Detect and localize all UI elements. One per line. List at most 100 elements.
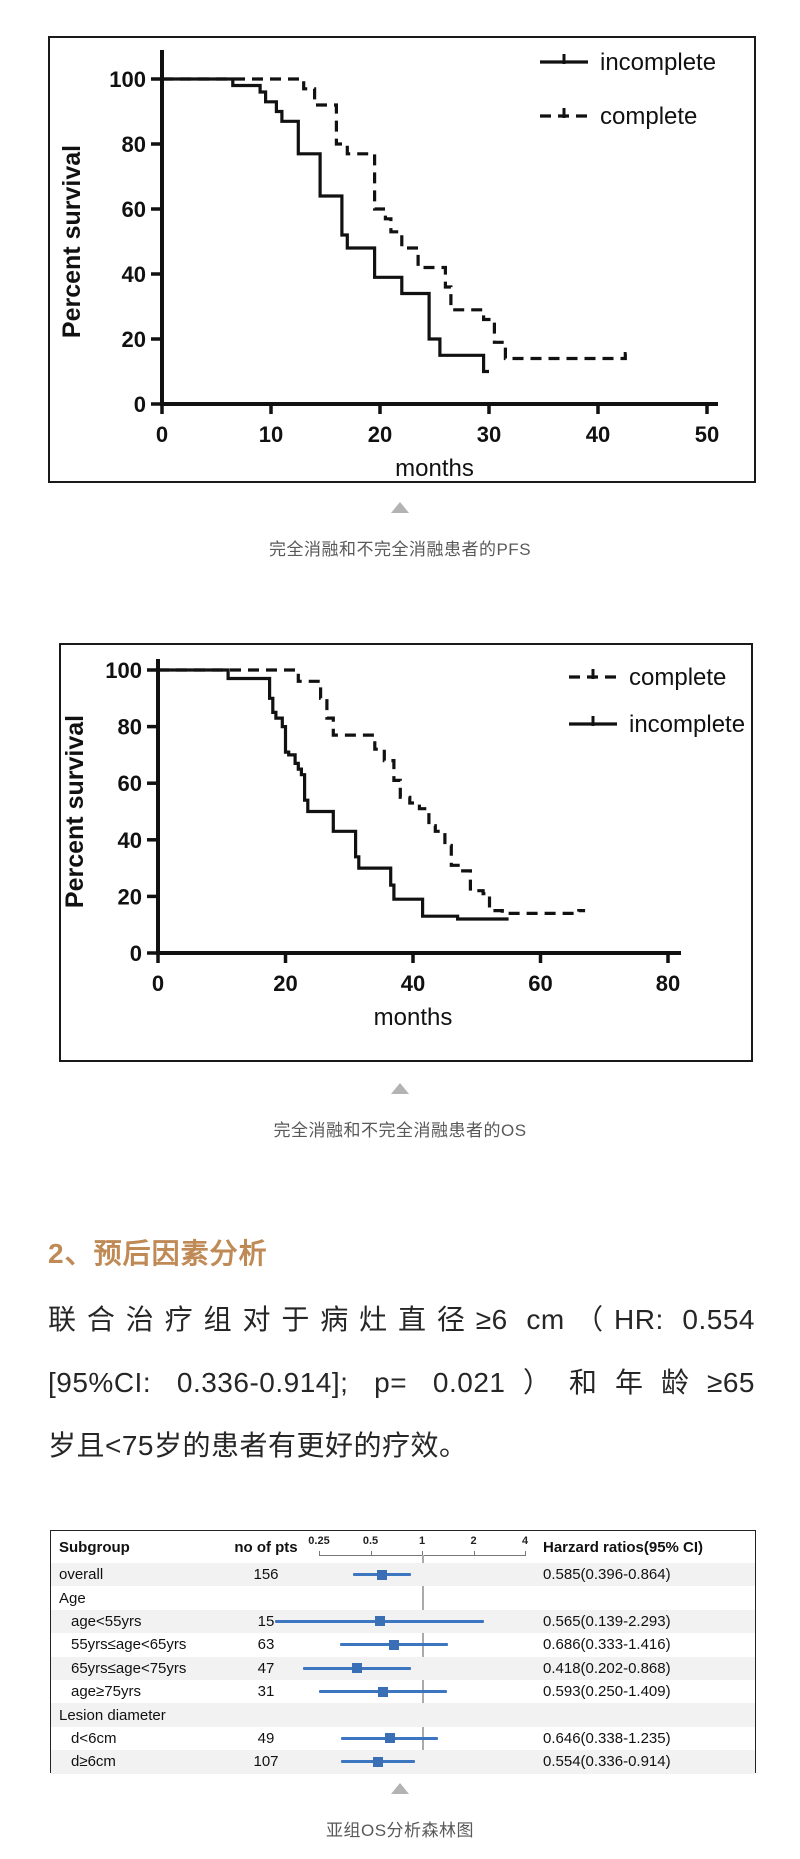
svg-text:0: 0 bbox=[152, 971, 164, 996]
svg-text:100: 100 bbox=[109, 67, 146, 92]
pfs-km-svg: 0 10 20 30 40 50 0 20 40 60 80 100 months Percent sur… bbox=[58, 49, 719, 481]
forest-row-n: 63 bbox=[257, 1636, 275, 1654]
triangle-up-icon bbox=[391, 1783, 409, 1794]
section-heading: 2、预后因素分析 bbox=[48, 1238, 268, 1269]
forest-row: 55yrs≤age<65yrs 63 0.686(0.333-1.416) bbox=[51, 1633, 755, 1656]
forest-row-label: d<6cm bbox=[71, 1729, 117, 1747]
svg-text:80: 80 bbox=[118, 715, 142, 740]
svg-text:30: 30 bbox=[477, 422, 501, 447]
forest-row-label: age≥75yrs bbox=[71, 1683, 141, 1701]
hazard-ratio-marker bbox=[388, 1639, 399, 1650]
pfs-km-chart: 0 10 20 30 40 50 0 20 40 60 80 100 months Percent sur… bbox=[48, 36, 756, 483]
svg-text:0: 0 bbox=[130, 941, 142, 966]
os-km-chart: 0 20 40 60 80 0 20 40 60 80 100 months Percent survi… bbox=[59, 643, 753, 1062]
forest-row-hr-text: 0.593(0.250-1.409) bbox=[543, 1683, 671, 1701]
forest-axis-tick-label: 2 bbox=[470, 1535, 477, 1547]
svg-text:20: 20 bbox=[118, 884, 142, 909]
svg-text:months: months bbox=[395, 455, 474, 481]
hazard-ratio-marker bbox=[378, 1686, 389, 1697]
svg-text:incomplete: incomplete bbox=[629, 711, 745, 738]
forest-axis-tick bbox=[319, 1551, 320, 1556]
forest-row: age<55yrs 15 0.565(0.139-2.293) bbox=[51, 1609, 755, 1634]
forest-row-hr-text: 0.554(0.336-0.914) bbox=[543, 1753, 671, 1771]
hazard-ratio-marker bbox=[374, 1616, 385, 1627]
svg-text:40: 40 bbox=[118, 828, 142, 853]
forest-caption: 亚组OS分析森林图 bbox=[325, 1821, 475, 1840]
svg-text:Percent survival: Percent survival bbox=[58, 145, 86, 338]
svg-text:40: 40 bbox=[401, 971, 425, 996]
hazard-ratio-marker bbox=[384, 1733, 395, 1744]
svg-text:10: 10 bbox=[259, 422, 283, 447]
pfs-caption: 完全消融和不完全消融患者的PFS bbox=[268, 540, 532, 559]
forest-axis-tick-label: 4 bbox=[521, 1535, 529, 1547]
forest-row-label: age<55yrs bbox=[71, 1612, 142, 1630]
svg-text:50: 50 bbox=[695, 422, 719, 447]
forest-row-n: 15 bbox=[257, 1612, 275, 1630]
forest-axis-tick bbox=[422, 1551, 423, 1556]
paragraph-line-3: 岁且<75岁的患者有更好的疗效。 bbox=[48, 1430, 468, 1461]
svg-text:60: 60 bbox=[528, 971, 552, 996]
svg-text:20: 20 bbox=[122, 327, 146, 352]
forest-header-row: Subgroup no of pts Harzard ratios(95% CI) 0… bbox=[51, 1531, 755, 1563]
col-subgroup: Subgroup bbox=[59, 1538, 130, 1556]
svg-text:40: 40 bbox=[586, 422, 610, 447]
svg-text:40: 40 bbox=[122, 262, 146, 287]
forest-caption-block: 亚组OS分析森林图 bbox=[0, 1783, 800, 1841]
forest-row-n: 47 bbox=[257, 1659, 275, 1677]
forest-row-label: Lesion diameter bbox=[59, 1706, 166, 1724]
forest-row: age≥75yrs 31 0.593(0.250-1.409) bbox=[51, 1680, 755, 1703]
forest-row: d<6cm 49 0.646(0.338-1.235) bbox=[51, 1727, 755, 1750]
forest-row-hr-text: 0.686(0.333-1.416) bbox=[543, 1636, 671, 1654]
forest-row-n: 156 bbox=[253, 1566, 279, 1584]
svg-text:Percent survival: Percent survival bbox=[61, 715, 89, 908]
hazard-ratio-marker bbox=[377, 1569, 388, 1580]
forest-axis-tick-label: 0.25 bbox=[308, 1535, 330, 1547]
svg-text:complete: complete bbox=[629, 664, 726, 691]
svg-text:80: 80 bbox=[122, 132, 146, 157]
svg-text:20: 20 bbox=[273, 971, 297, 996]
col-no-of-pts: no of pts bbox=[234, 1538, 298, 1556]
forest-axis-tick-label: 1 bbox=[418, 1535, 426, 1547]
forest-row: 65yrs≤age<75yrs 47 0.418(0.202-0.868) bbox=[51, 1656, 755, 1680]
svg-text:months: months bbox=[374, 1004, 453, 1031]
forest-row-label: 65yrs≤age<75yrs bbox=[71, 1659, 187, 1677]
os-caption-block: 完全消融和不完全消融患者的OS bbox=[0, 1083, 800, 1141]
forest-row-hr-text: 0.565(0.139-2.293) bbox=[543, 1612, 671, 1630]
paragraph-line-1: 联合治疗组对于病灶直径≥6 cm（HR: 0.554 bbox=[48, 1304, 755, 1335]
svg-text:20: 20 bbox=[368, 422, 392, 447]
svg-text:60: 60 bbox=[122, 197, 146, 222]
forest-axis-tick bbox=[370, 1551, 372, 1556]
svg-text:0: 0 bbox=[134, 392, 146, 417]
hazard-ratio-marker bbox=[373, 1756, 384, 1767]
forest-row-hr-text: 0.585(0.396-0.864) bbox=[543, 1566, 671, 1584]
forest-row-label: 55yrs≤age<65yrs bbox=[71, 1636, 187, 1654]
col-hazard-ratios: Harzard ratios(95% CI) bbox=[543, 1538, 704, 1556]
forest-row-n: 49 bbox=[257, 1729, 275, 1747]
pfs-caption-block: 完全消融和不完全消融患者的PFS bbox=[0, 502, 800, 560]
forest-row-label: Age bbox=[59, 1589, 86, 1607]
forest-row: Age bbox=[51, 1586, 755, 1609]
forest-row-hr-text: 0.418(0.202-0.868) bbox=[543, 1659, 671, 1677]
svg-text:incomplete: incomplete bbox=[600, 49, 716, 76]
hazard-ratio-marker bbox=[352, 1663, 363, 1674]
forest-axis-tick-label: 0.5 bbox=[362, 1535, 379, 1547]
svg-text:80: 80 bbox=[656, 971, 680, 996]
svg-text:60: 60 bbox=[118, 771, 142, 796]
forest-row-hr-text: 0.646(0.338-1.235) bbox=[543, 1729, 671, 1747]
forest-row-n: 31 bbox=[257, 1683, 275, 1701]
forest-plot-table: Subgroup no of pts Harzard ratios(95% CI) 0… bbox=[50, 1530, 756, 1774]
os-km-svg: 0 20 40 60 80 0 20 40 60 80 100 months Percent survi… bbox=[61, 658, 745, 1031]
triangle-up-icon bbox=[391, 1083, 409, 1094]
paragraph-line-2: [95%CI: 0.336-0.914]; p= 0.021）和年龄≥65 bbox=[48, 1367, 755, 1398]
svg-text:complete: complete bbox=[600, 103, 697, 130]
svg-text:0: 0 bbox=[156, 422, 168, 447]
forest-axis-tick bbox=[473, 1551, 475, 1556]
forest-row-label: overall bbox=[59, 1566, 104, 1584]
triangle-up-icon bbox=[391, 502, 409, 513]
forest-row: d≥6cm 107 0.554(0.336-0.914) bbox=[51, 1750, 755, 1774]
forest-axis-tick bbox=[525, 1551, 526, 1556]
forest-row: overall 156 0.585(0.396-0.864) bbox=[51, 1563, 755, 1587]
svg-text:100: 100 bbox=[105, 658, 142, 683]
forest-row-n: 107 bbox=[253, 1753, 279, 1771]
